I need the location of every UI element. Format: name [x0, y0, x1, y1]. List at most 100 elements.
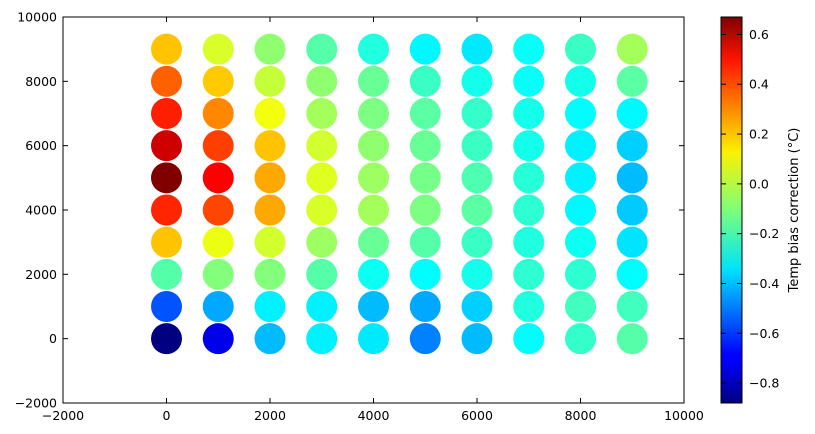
x-tick-label: 6000: [461, 408, 493, 423]
y-axis-ticks: −2000 0 2000 4000 6000 8000 10000: [15, 10, 684, 411]
data-point: [306, 226, 338, 258]
x-tick-label: 4000: [358, 408, 390, 423]
data-point: [254, 65, 286, 97]
data-point: [409, 258, 441, 290]
data-point: [151, 162, 182, 194]
data-point: [409, 65, 441, 97]
data-point: [461, 65, 493, 97]
colorbar-tick-label: 0.4: [749, 77, 769, 92]
data-point: [306, 162, 338, 194]
data-point: [461, 258, 493, 290]
colorbar-label: Temp bias correction (°C): [787, 128, 802, 294]
data-point: [254, 323, 286, 355]
data-point: [202, 65, 234, 97]
data-point: [461, 162, 493, 194]
data-point: [409, 323, 441, 355]
data-point: [202, 194, 234, 226]
data-point: [202, 98, 234, 129]
data-point: [254, 258, 286, 290]
y-tick-label: 6000: [25, 138, 57, 153]
y-tick-label: 10000: [17, 10, 57, 25]
data-point: [358, 291, 389, 322]
data-point: [202, 130, 234, 162]
data-point: [513, 291, 545, 322]
data-point: [513, 194, 545, 226]
data-point: [565, 291, 596, 322]
data-point: [151, 226, 182, 258]
data-point: [358, 65, 389, 97]
scatter-points: [151, 33, 648, 355]
data-point: [616, 130, 648, 162]
data-point: [254, 226, 286, 258]
y-tick-label: 2000: [25, 267, 57, 282]
data-point: [306, 258, 338, 290]
data-point: [565, 162, 596, 194]
data-point: [513, 258, 545, 290]
data-point: [151, 98, 182, 129]
data-point: [202, 33, 234, 65]
data-point: [358, 226, 389, 258]
data-point: [202, 258, 234, 290]
data-point: [409, 130, 441, 162]
data-point: [254, 98, 286, 129]
data-point: [358, 194, 389, 226]
data-point: [409, 162, 441, 194]
data-point: [616, 226, 648, 258]
data-point: [461, 226, 493, 258]
data-point: [513, 98, 545, 129]
data-point: [254, 33, 286, 65]
data-point: [202, 291, 234, 322]
x-tick-label: 10000: [664, 408, 704, 423]
colorbar-tick-label: −0.8: [749, 376, 779, 391]
data-point: [565, 98, 596, 129]
data-point: [461, 194, 493, 226]
data-point: [616, 291, 648, 322]
data-point: [358, 33, 389, 65]
x-axis-ticks: −2000 0 2000 4000 6000 8000 10000: [42, 17, 704, 423]
data-point: [461, 323, 493, 355]
y-tick-label: 8000: [25, 74, 57, 89]
colorbar-ticks: −0.8 −0.6 −0.4 −0.2 0.0 0.2 0.4 0.6: [721, 27, 779, 391]
colorbar-tick-label: −0.6: [749, 326, 779, 341]
data-point: [151, 323, 182, 355]
data-point: [565, 130, 596, 162]
data-point: [461, 291, 493, 322]
data-point: [409, 98, 441, 129]
data-point: [306, 33, 338, 65]
data-point: [306, 98, 338, 129]
x-tick-label: 2000: [254, 408, 286, 423]
data-point: [254, 291, 286, 322]
data-point: [513, 65, 545, 97]
x-tick-label: 8000: [565, 408, 597, 423]
data-point: [254, 162, 286, 194]
data-point: [513, 226, 545, 258]
data-point: [151, 130, 182, 162]
data-point: [358, 323, 389, 355]
y-tick-label: −2000: [15, 396, 57, 411]
data-point: [513, 323, 545, 355]
data-point: [306, 130, 338, 162]
data-point: [513, 130, 545, 162]
data-point: [306, 291, 338, 322]
y-tick-label: 0: [49, 331, 57, 346]
colorbar-tick-label: −0.2: [749, 226, 779, 241]
data-point: [202, 162, 234, 194]
y-tick-label: 4000: [25, 203, 57, 218]
data-point: [565, 226, 596, 258]
data-point: [254, 194, 286, 226]
colorbar: [720, 16, 743, 404]
data-point: [565, 33, 596, 65]
data-point: [461, 33, 493, 65]
data-point: [616, 98, 648, 129]
colorbar-tick-label: 0.2: [749, 127, 769, 142]
data-point: [151, 65, 182, 97]
data-point: [565, 194, 596, 226]
data-point: [461, 130, 493, 162]
data-point: [565, 65, 596, 97]
data-point: [565, 258, 596, 290]
data-point: [151, 194, 182, 226]
data-point: [409, 226, 441, 258]
data-point: [202, 323, 234, 355]
data-point: [358, 258, 389, 290]
